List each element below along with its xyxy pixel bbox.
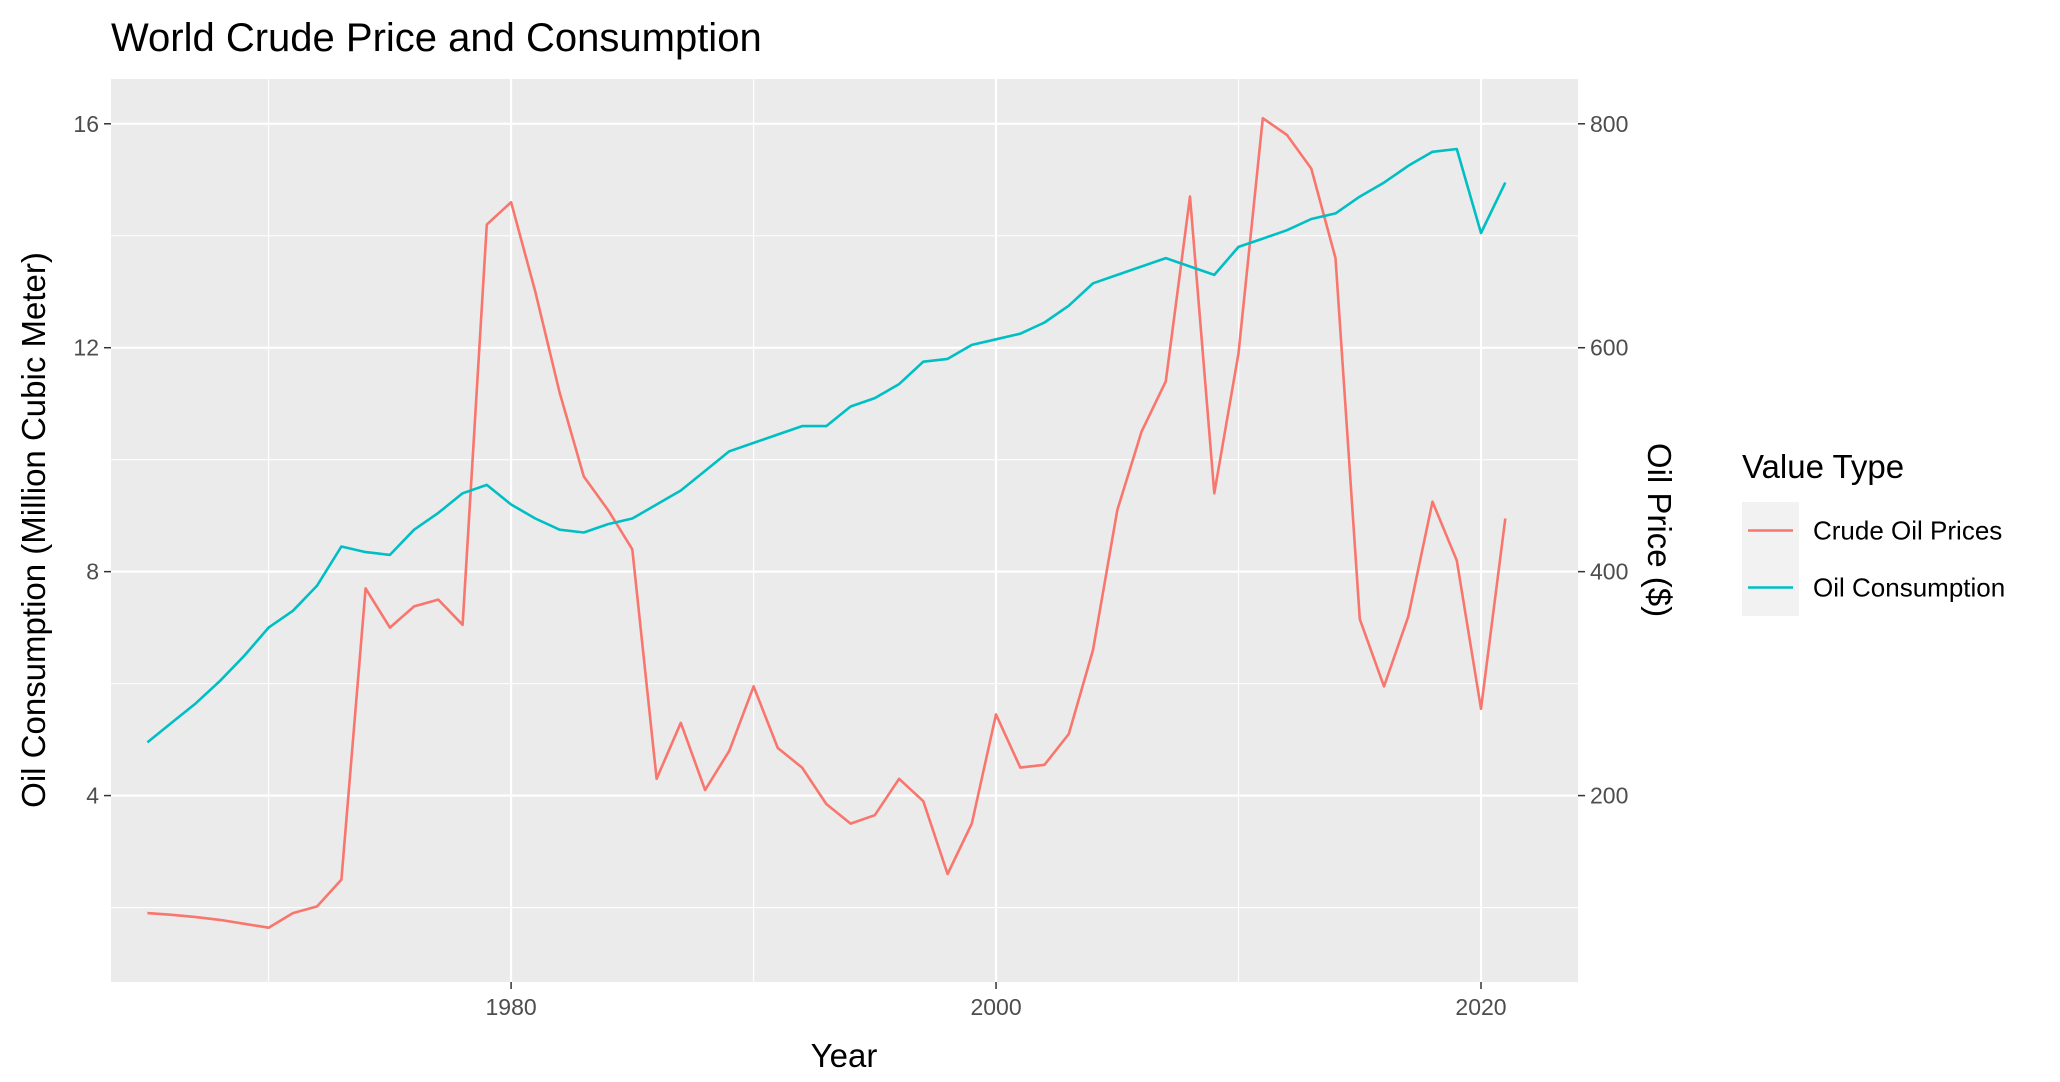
bottom-axis: 1980 2000 2020 [486, 982, 1507, 1020]
y-right-tick-label: 600 [1590, 335, 1628, 361]
y-left-tick-label: 4 [86, 783, 99, 809]
minor-gridlines [111, 79, 1578, 982]
y-left-tick-label: 8 [86, 559, 99, 585]
left-axis: 4 8 12 16 [73, 111, 111, 809]
legend-items: Crude Oil Prices Oil Consumption [1742, 502, 2005, 616]
series-line-oil-consumption [146, 147, 1507, 744]
right-axis: 200 400 600 800 [1578, 111, 1628, 809]
chart-title: World Crude Price and Consumption [111, 16, 762, 60]
x-tick-label: 2020 [1455, 994, 1506, 1020]
y-axis-right-title: Oil Price ($) [1641, 443, 1678, 617]
series-layer [146, 116, 1507, 929]
y-left-tick-label: 12 [73, 335, 99, 361]
y-right-tick-label: 400 [1590, 559, 1628, 585]
legend-title: Value Type [1742, 448, 1904, 485]
y-left-tick-label: 16 [73, 111, 99, 137]
y-right-tick-label: 200 [1590, 783, 1628, 809]
legend: Value Type Crude Oil Prices Oil Consumpti… [1742, 448, 2005, 616]
major-gridlines [111, 79, 1578, 982]
x-axis-title: Year [811, 1037, 878, 1074]
legend-label: Crude Oil Prices [1813, 516, 2002, 546]
legend-label: Oil Consumption [1813, 573, 2005, 603]
series-line-crude-oil-prices [147, 116, 1507, 929]
x-tick-label: 2000 [970, 994, 1021, 1020]
plot-panel [111, 79, 1578, 982]
y-axis-left-title: Oil Consumption (Million Cubic Meter) [15, 252, 52, 808]
y-right-tick-label: 800 [1590, 111, 1628, 137]
x-tick-label: 1980 [486, 994, 537, 1020]
